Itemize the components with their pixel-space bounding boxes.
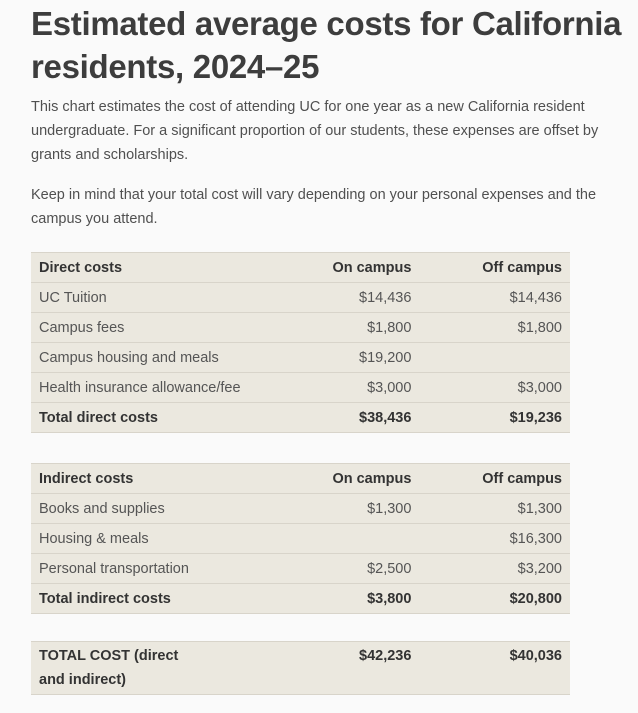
on-campus-total: $3,800: [324, 583, 420, 614]
off-campus-value: $16,300: [419, 523, 570, 554]
table-row: UC Tuition $14,436 $14,436: [31, 282, 570, 313]
cost-label: Personal transportation: [31, 553, 325, 584]
table-row: Books and supplies $1,300 $1,300: [31, 493, 570, 524]
cost-label: Housing & meals: [31, 523, 325, 554]
table-row: Health insurance allowance/fee $3,000 $3,0…: [31, 372, 570, 403]
page-title: Estimated average costs for California r…: [31, 5, 622, 85]
table-row: Campus fees $1,800 $1,800: [31, 312, 570, 343]
on-campus-value: $2,500: [324, 553, 420, 584]
on-campus-value: $14,436: [324, 282, 420, 313]
indirect-costs-table: Indirect costs On campus Off campus Book…: [31, 463, 570, 614]
header-cell: On campus: [324, 252, 420, 283]
on-campus-total: $38,436: [324, 402, 420, 433]
cost-label: Campus housing and meals: [31, 342, 325, 373]
grand-total-row: TOTAL COST (direct and indirect) $42,236…: [31, 641, 570, 695]
off-campus-value: $14,436: [419, 282, 570, 313]
on-campus-value: $3,000: [324, 372, 420, 403]
total-row: Total direct costs $38,436 $19,236: [31, 402, 570, 433]
intro-paragraph: This chart estimates the cost of attendi…: [31, 99, 599, 163]
off-campus-value: $3,200: [419, 553, 570, 584]
off-campus-grand-total: $40,036: [419, 641, 570, 695]
off-campus-value: $1,800: [419, 312, 570, 343]
on-campus-grand-total: $42,236: [324, 641, 420, 695]
off-campus-value: $3,000: [419, 372, 570, 403]
cost-label: UC Tuition: [31, 282, 325, 313]
table-header-row: Indirect costs On campus Off campus: [31, 463, 570, 494]
total-row: Total indirect costs $3,800 $20,800: [31, 583, 570, 614]
total-label: Total indirect costs: [31, 583, 325, 614]
on-campus-value: $19,200: [324, 342, 420, 373]
table-row: Personal transportation $2,500 $3,200: [31, 553, 570, 584]
table-header-row: Direct costs On campus Off campus: [31, 252, 570, 283]
cost-label: Health insurance allowance/fee: [31, 372, 325, 403]
cost-label: Campus fees: [31, 312, 325, 343]
on-campus-value: [324, 523, 420, 554]
off-campus-value: $1,300: [419, 493, 570, 524]
off-campus-value: [419, 342, 570, 373]
header-cell: On campus: [324, 463, 420, 494]
direct-costs-table: Direct costs On campus Off campus UC Tui…: [31, 252, 570, 433]
on-campus-value: $1,300: [324, 493, 420, 524]
table-row: Housing & meals $16,300: [31, 523, 570, 554]
header-cell: Direct costs: [31, 252, 325, 283]
grand-total-table: TOTAL COST (direct and indirect) $42,236…: [31, 641, 570, 695]
grand-total-label: TOTAL COST (direct and indirect): [31, 641, 325, 695]
on-campus-value: $1,800: [324, 312, 420, 343]
cost-label: Books and supplies: [31, 493, 325, 524]
header-cell: Off campus: [419, 252, 570, 283]
total-label: Total direct costs: [31, 402, 325, 433]
off-campus-total: $20,800: [419, 583, 570, 614]
table-row: Campus housing and meals $19,200: [31, 342, 570, 373]
off-campus-total: $19,236: [419, 402, 570, 433]
note-paragraph: Keep in mind that your total cost will v…: [31, 187, 597, 227]
header-cell: Indirect costs: [31, 463, 325, 494]
header-cell: Off campus: [419, 463, 570, 494]
